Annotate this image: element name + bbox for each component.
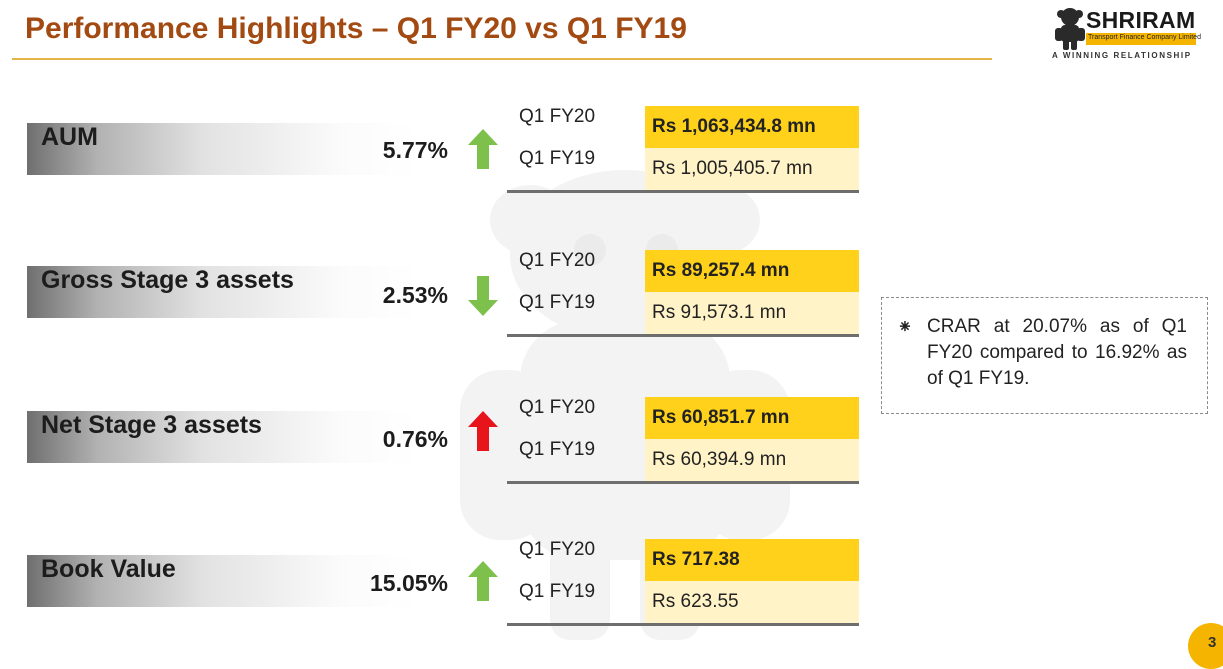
metric-change-net-stage-3: 0.76% (382, 426, 448, 452)
comparison-table-aum: Q1 FY20 Rs 1,063,434.8 mn Q1 FY19 Rs 1,0… (507, 106, 859, 193)
previous-value: Rs 91,573.1 mn (645, 292, 859, 334)
previous-value: Rs 60,394.9 mn (645, 439, 859, 481)
current-value: Rs 60,851.7 mn (645, 397, 859, 439)
crar-note-text: CRAR at 20.07% as of Q1 FY20 compared to… (927, 316, 1187, 389)
period-label: Q1 FY19 (519, 439, 596, 460)
comparison-table-gross-stage-3: Q1 FY20 Rs 89,257.4 mn Q1 FY19 Rs 91,573… (507, 250, 859, 337)
logo-wordmark: SHRIRAM (1086, 7, 1196, 33)
title-underline (12, 58, 992, 60)
page-number: 3 (1188, 623, 1223, 669)
row-previous: Q1 FY19 Rs 623.55 (507, 581, 859, 623)
comparison-table-book-value: Q1 FY20 Rs 717.38 Q1 FY19 Rs 623.55 (507, 539, 859, 626)
previous-value: Rs 623.55 (645, 581, 859, 623)
current-value: Rs 717.38 (645, 539, 859, 581)
asterisk-bullet-icon: ⁕ (897, 317, 913, 338)
metric-change-gross-stage-3: 2.53% (382, 282, 448, 308)
mascot-icon (1055, 8, 1085, 50)
row-current: Q1 FY20 Rs 1,063,434.8 mn (507, 106, 859, 148)
comparison-table-net-stage-3: Q1 FY20 Rs 60,851.7 mn Q1 FY19 Rs 60,394… (507, 397, 859, 484)
logo-tagline: A WINNING RELATIONSHIP (1052, 51, 1192, 60)
current-value: Rs 89,257.4 mn (645, 250, 859, 292)
period-label: Q1 FY20 (519, 539, 596, 560)
row-current: Q1 FY20 Rs 717.38 (507, 539, 859, 581)
metric-label-gross-stage-3: Gross Stage 3 assets (27, 266, 420, 318)
metric-change-book-value: 15.05% (369, 570, 448, 596)
period-label: Q1 FY20 (519, 250, 596, 271)
logo-band (1086, 33, 1196, 45)
period-label: Q1 FY20 (519, 106, 596, 127)
page-title: Performance Highlights – Q1 FY20 vs Q1 F… (25, 12, 687, 45)
metric-label-book-value: Book Value (27, 555, 420, 607)
company-logo: SHRIRAM Transport Finance Company Limite… (1050, 6, 1201, 64)
logo-subtitle: Transport Finance Company Limited (1088, 34, 1201, 41)
arrow-up-icon (468, 561, 498, 601)
crar-note-box: ⁕ CRAR at 20.07% as of Q1 FY20 compared … (881, 297, 1208, 414)
row-current: Q1 FY20 Rs 60,851.7 mn (507, 397, 859, 439)
period-label: Q1 FY20 (519, 397, 596, 418)
arrow-up-red-icon (468, 411, 498, 451)
metric-label-aum: AUM (27, 123, 420, 175)
arrow-up-icon (468, 129, 498, 169)
row-previous: Q1 FY19 Rs 60,394.9 mn (507, 439, 859, 481)
row-previous: Q1 FY19 Rs 1,005,405.7 mn (507, 148, 859, 190)
row-current: Q1 FY20 Rs 89,257.4 mn (507, 250, 859, 292)
period-label: Q1 FY19 (519, 148, 596, 169)
row-previous: Q1 FY19 Rs 91,573.1 mn (507, 292, 859, 334)
current-value: Rs 1,063,434.8 mn (645, 106, 859, 148)
metric-label-net-stage-3: Net Stage 3 assets (27, 411, 420, 463)
period-label: Q1 FY19 (519, 292, 596, 313)
period-label: Q1 FY19 (519, 581, 596, 602)
metric-change-aum: 5.77% (382, 137, 448, 163)
previous-value: Rs 1,005,405.7 mn (645, 148, 859, 190)
arrow-down-icon (468, 276, 498, 316)
